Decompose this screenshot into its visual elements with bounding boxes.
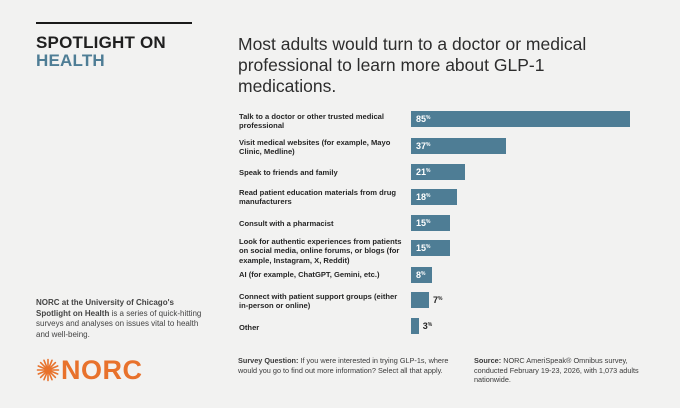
bar <box>411 318 419 334</box>
category-label: Visit medical websites (for example, May… <box>239 138 391 157</box>
series-title: SPOTLIGHT ON HEALTH <box>36 34 166 70</box>
category-label: Speak to friends and family <box>239 168 338 177</box>
starburst-icon <box>36 358 60 382</box>
series-title-line2: HEALTH <box>36 51 105 70</box>
value-label: 21% <box>416 167 431 177</box>
survey-question-text: If you were interested in trying GLP-1s,… <box>238 356 449 375</box>
value-label: 15% <box>416 243 431 253</box>
category-label: Connect with patient support groups (eit… <box>239 292 398 311</box>
logo-text: NORC <box>61 355 143 385</box>
category-label: Consult with a pharmacist <box>239 219 334 228</box>
source-label: Source: <box>474 356 502 365</box>
bar <box>411 215 450 231</box>
bar <box>411 240 450 256</box>
series-title-line1: SPOTLIGHT ON <box>36 33 166 52</box>
value-label: 18% <box>416 192 431 202</box>
value-label: 7% <box>433 295 443 305</box>
value-label: 15% <box>416 218 431 228</box>
about-rest: is a series of quick-hitting surveys and… <box>36 308 202 339</box>
source-note: Source: NORC AmeriSpeak® Omnibus survey,… <box>474 356 646 385</box>
survey-question: Survey Question: If you were interested … <box>238 356 460 375</box>
bar <box>411 164 466 180</box>
survey-question-label: Survey Question: <box>238 356 299 365</box>
about-text: NORC at the University of Chicago's Spot… <box>36 298 206 340</box>
bar <box>411 138 507 154</box>
category-label: AI (for example, ChatGPT, Gemini, etc.) <box>239 270 380 279</box>
value-label: 8% <box>416 270 426 280</box>
category-label: Other <box>239 323 260 332</box>
bar <box>411 292 430 308</box>
value-label: 85% <box>416 114 431 124</box>
category-label: Talk to a doctor or other trusted medica… <box>239 112 385 131</box>
bar <box>411 111 630 127</box>
norc-logo: NORC <box>36 354 143 386</box>
value-label: 37% <box>416 141 431 151</box>
value-label: 3% <box>422 321 433 331</box>
chart-headline: Most adults would turn to a doctor or me… <box>238 34 587 96</box>
about-bold: NORC at the University of Chicago's Spot… <box>36 298 174 318</box>
bar <box>411 267 432 283</box>
category-label: Read patient education materials from dr… <box>239 188 396 207</box>
top-rule <box>36 22 192 24</box>
category-label: Look for authentic experiences from pati… <box>239 237 402 265</box>
bar <box>411 189 458 205</box>
source-text: NORC AmeriSpeak® Omnibus survey, conduct… <box>474 356 639 385</box>
